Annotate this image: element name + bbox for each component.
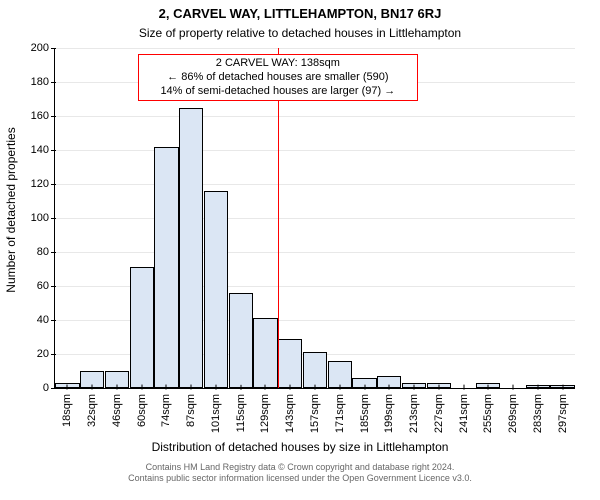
x-tick-label: 18sqm: [61, 388, 73, 427]
gridline-h: [55, 116, 575, 117]
y-tick-label: 140: [31, 144, 55, 156]
x-tick-label: 269sqm: [507, 388, 519, 433]
annotation-line-1: 2 CARVEL WAY: 138sqm: [216, 57, 340, 69]
x-tick-label: 74sqm: [160, 388, 172, 427]
y-tick-label: 60: [37, 280, 55, 292]
histogram-bar: [253, 318, 277, 388]
attribution: Contains HM Land Registry data © Crown c…: [0, 462, 600, 485]
x-tick-label: 199sqm: [383, 388, 395, 433]
histogram-bar: [229, 293, 253, 388]
chart-subtitle: Size of property relative to detached ho…: [0, 26, 600, 40]
annotation-line-3: 14% of semi-detached houses are larger (…: [160, 85, 395, 97]
attribution-line-1: Contains HM Land Registry data © Crown c…: [146, 462, 455, 472]
x-tick-label: 46sqm: [111, 388, 123, 427]
annotation-box: 2 CARVEL WAY: 138sqm ← 86% of detached ho…: [138, 54, 418, 101]
x-tick-label: 87sqm: [185, 388, 197, 427]
gridline-h: [55, 150, 575, 151]
y-axis-label: Number of detached properties: [4, 0, 24, 460]
x-tick-label: 32sqm: [86, 388, 98, 427]
annotation-line-2: ← 86% of detached houses are smaller (59…: [167, 71, 388, 83]
gridline-h: [55, 252, 575, 253]
histogram-bar: [130, 267, 154, 388]
histogram-bar: [303, 352, 327, 388]
gridline-h: [55, 184, 575, 185]
x-axis-label: Distribution of detached houses by size …: [0, 440, 600, 454]
x-tick-label: 227sqm: [433, 388, 445, 433]
y-tick-label: 120: [31, 178, 55, 190]
histogram-bar: [278, 339, 302, 388]
y-tick-label: 160: [31, 110, 55, 122]
x-tick-label: 171sqm: [334, 388, 346, 433]
x-tick-label: 213sqm: [408, 388, 420, 433]
histogram-bar: [154, 147, 178, 388]
y-tick-label: 180: [31, 76, 55, 88]
y-tick-label: 200: [31, 42, 55, 54]
histogram-bar: [179, 108, 203, 389]
x-tick-label: 129sqm: [259, 388, 271, 433]
y-tick-label: 100: [31, 212, 55, 224]
chart-container: 2, CARVEL WAY, LITTLEHAMPTON, BN17 6RJ S…: [0, 0, 600, 500]
x-tick-label: 115sqm: [235, 388, 247, 432]
y-tick-label: 20: [37, 348, 55, 360]
plot-area: 02040608010012014016018020018sqm32sqm46s…: [54, 48, 575, 389]
x-tick-label: 101sqm: [210, 388, 222, 433]
histogram-bar: [204, 191, 228, 388]
x-tick-label: 241sqm: [458, 388, 470, 433]
y-tick-label: 80: [37, 246, 55, 258]
x-tick-label: 157sqm: [309, 388, 321, 433]
x-tick-label: 143sqm: [284, 388, 296, 433]
x-tick-label: 60sqm: [136, 388, 148, 427]
y-tick-label: 0: [43, 382, 55, 394]
chart-title: 2, CARVEL WAY, LITTLEHAMPTON, BN17 6RJ: [0, 6, 600, 21]
attribution-line-2: Contains public sector information licen…: [128, 473, 472, 483]
y-tick-label: 40: [37, 314, 55, 326]
gridline-h: [55, 48, 575, 49]
x-tick-label: 185sqm: [359, 388, 371, 433]
x-tick-label: 297sqm: [557, 388, 569, 433]
x-tick-label: 283sqm: [532, 388, 544, 433]
gridline-h: [55, 218, 575, 219]
x-tick-label: 255sqm: [482, 388, 494, 433]
